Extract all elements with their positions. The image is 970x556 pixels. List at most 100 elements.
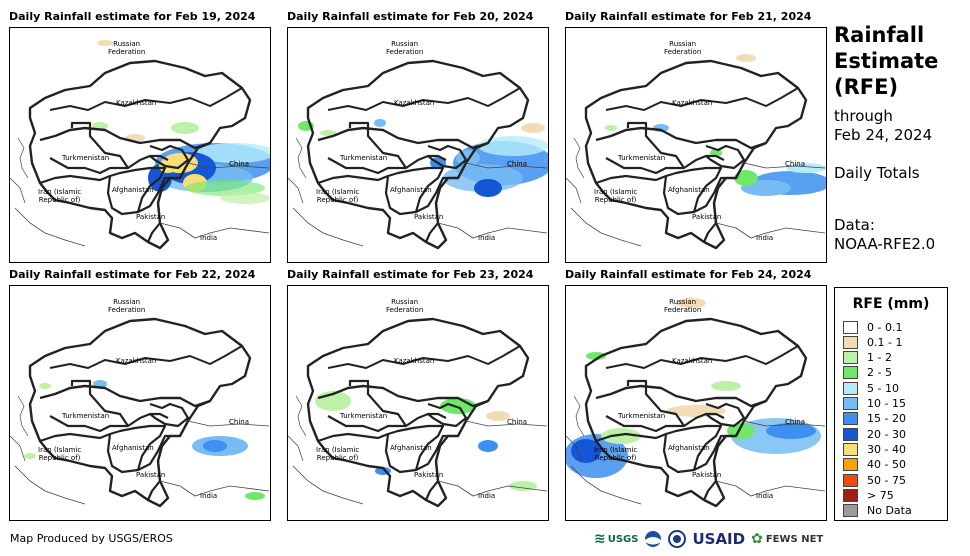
- legend-item: 1 - 2: [843, 351, 892, 365]
- panel-title: Daily Rainfall estimate for Feb 24, 2024: [565, 268, 812, 281]
- label-pakistan: Pakistan: [414, 213, 444, 221]
- label-china: China: [785, 418, 805, 426]
- label-india: India: [478, 492, 496, 500]
- label-turkmenistan: Turkmenistan: [618, 412, 666, 420]
- side-title: Rainfall Estimate (RFE): [834, 23, 939, 99]
- label-afghanistan: Afghanistan: [668, 186, 710, 194]
- label-afghanistan: Afghanistan: [390, 444, 432, 452]
- legend-item: 30 - 40: [843, 442, 906, 456]
- label-kazakhstan: Kazakhstan: [672, 99, 713, 107]
- label-china: China: [229, 160, 249, 168]
- panel-title: Daily Rainfall estimate for Feb 19, 2024: [9, 10, 256, 23]
- label-india: India: [756, 492, 774, 500]
- legend-swatch: [843, 320, 858, 334]
- legend-label: 50 - 75: [867, 473, 906, 487]
- logo-strip: ≋ USGS USAID ✿ FEWS NET: [594, 529, 829, 549]
- panel-title: Daily Rainfall estimate for Feb 21, 2024: [565, 10, 812, 23]
- label-china: China: [507, 160, 527, 168]
- rainfall-map: [10, 40, 270, 250]
- label-china: China: [229, 418, 249, 426]
- label-russia: Russian Federation: [386, 298, 424, 314]
- label-china: China: [785, 160, 805, 168]
- label-turkmenistan: Turkmenistan: [340, 412, 388, 420]
- label-russia: Russian Federation: [108, 40, 146, 56]
- fews-net-logo: ✿ FEWS NET: [751, 531, 824, 547]
- legend-swatch: [843, 366, 858, 380]
- label-iran: Iran (Islamic Republic of): [38, 446, 82, 462]
- daily-totals-label: Daily Totals: [834, 164, 920, 182]
- label-india: India: [200, 234, 218, 242]
- label-turkmenistan: Turkmenistan: [62, 412, 110, 420]
- label-russia: Russian Federation: [108, 298, 146, 314]
- legend-item: 40 - 50: [843, 458, 906, 472]
- legend-label: 2 - 5: [867, 366, 892, 380]
- through-date: through Feb 24, 2024: [834, 107, 933, 144]
- data-source: Data: NOAA-RFE2.0: [834, 216, 936, 253]
- legend-label: 1 - 2: [867, 351, 892, 365]
- label-afghanistan: Afghanistan: [390, 186, 432, 194]
- legend-swatch: [843, 427, 858, 441]
- label-afghanistan: Afghanistan: [112, 186, 154, 194]
- legend-item: 2 - 5: [843, 366, 892, 380]
- label-pakistan: Pakistan: [692, 471, 722, 479]
- panel-title: Daily Rainfall estimate for Feb 20, 2024: [287, 10, 534, 23]
- label-iran: Iran (Islamic Republic of): [38, 188, 82, 204]
- legend-item: 20 - 30: [843, 427, 906, 441]
- label-kazakhstan: Kazakhstan: [672, 357, 713, 365]
- legend-item: 5 - 10: [843, 381, 899, 395]
- credit-text: Map Produced by USGS/EROS: [10, 532, 173, 545]
- label-afghanistan: Afghanistan: [668, 444, 710, 452]
- label-turkmenistan: Turkmenistan: [62, 154, 110, 162]
- legend-swatch: [843, 458, 858, 472]
- rainfall-map: [566, 54, 826, 250]
- label-pakistan: Pakistan: [136, 471, 166, 479]
- legend-swatch: [843, 504, 858, 518]
- panel-title: Daily Rainfall estimate for Feb 23, 2024: [287, 268, 534, 281]
- map-frame: Russian Federation Kazakhstan Turkmenista…: [9, 285, 271, 521]
- legend-item: 0.1 - 1: [843, 335, 902, 349]
- legend-label: 15 - 20: [867, 412, 906, 426]
- legend-title: RFE (mm): [852, 296, 930, 312]
- dhs-seal-logo: [668, 530, 687, 548]
- label-pakistan: Pakistan: [692, 213, 722, 221]
- label-iran: Iran (Islamic Republic of): [316, 446, 360, 462]
- rainfall-map: [288, 317, 548, 508]
- legend-swatch: [843, 488, 858, 502]
- label-iran: Iran (Islamic Republic of): [594, 446, 638, 462]
- label-india: India: [756, 234, 774, 242]
- map-frame: Russian Federation Kazakhstan Turkmenista…: [287, 27, 549, 263]
- legend-swatch: [843, 412, 858, 426]
- panel-title: Daily Rainfall estimate for Feb 22, 2024: [9, 268, 256, 281]
- legend-label: 0.1 - 1: [867, 335, 903, 349]
- map-frame: Russian Federation Kazakhstan Turkmenista…: [565, 27, 827, 263]
- usaid-logo: USAID: [692, 530, 746, 548]
- legend-item: 15 - 20: [843, 412, 906, 426]
- legend-swatch: [843, 473, 858, 487]
- legend-swatch: [843, 351, 858, 365]
- label-pakistan: Pakistan: [136, 213, 166, 221]
- legend-swatch: [843, 381, 858, 395]
- legend-label: No Data: [867, 504, 912, 518]
- legend-label: 20 - 30: [867, 427, 906, 441]
- usgs-logo: ≋ USGS: [594, 531, 639, 547]
- legend-item: 50 - 75: [843, 473, 906, 487]
- label-kazakhstan: Kazakhstan: [394, 357, 435, 365]
- label-russia: Russian Federation: [664, 40, 702, 56]
- legend-item: No Data: [843, 504, 912, 518]
- label-afghanistan: Afghanistan: [112, 444, 154, 452]
- map-frame: Russian Federation Kazakhstan Turkmenista…: [287, 285, 549, 521]
- label-turkmenistan: Turkmenistan: [618, 154, 666, 162]
- legend-label: 40 - 50: [867, 458, 906, 472]
- label-turkmenistan: Turkmenistan: [340, 154, 388, 162]
- label-india: India: [478, 234, 496, 242]
- map-frame: Russian Federation Kazakhstan Turkmenista…: [565, 285, 827, 521]
- rainfall-map: [10, 317, 270, 508]
- label-iran: Iran (Islamic Republic of): [594, 188, 638, 204]
- label-russia: Russian Federation: [664, 298, 702, 314]
- label-pakistan: Pakistan: [414, 471, 444, 479]
- legend-swatch: [843, 397, 858, 410]
- rainfall-map: [566, 298, 826, 508]
- map-frame: Russian Federation Kazakhstan Turkmenista…: [9, 27, 271, 263]
- label-kazakhstan: Kazakhstan: [394, 99, 435, 107]
